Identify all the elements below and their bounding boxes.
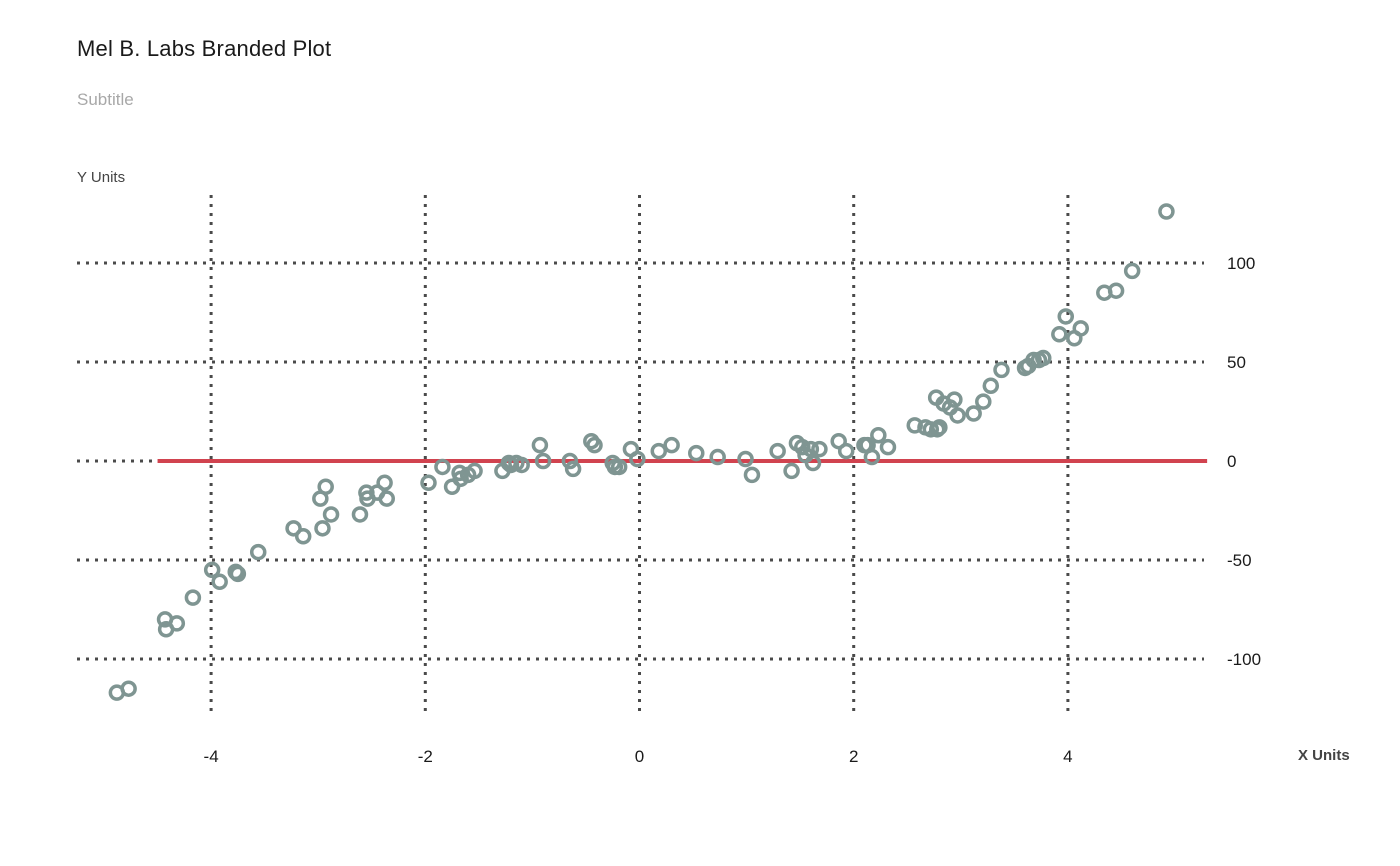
data-point [531,436,549,454]
data-point [376,474,393,492]
data-point [466,462,483,480]
data-point [975,393,992,410]
data-point [378,490,395,507]
data-point [434,458,451,476]
data-point [709,448,726,466]
data-point [783,462,800,480]
data-point [737,450,754,468]
data-point [743,466,761,484]
y-tick-label: 0 [1227,452,1236,471]
data-point [804,454,822,472]
data-point [906,417,923,434]
data-point [663,436,680,454]
y-tick-label: -100 [1227,650,1261,669]
y-tick-label: -50 [1227,551,1252,570]
data-point [922,421,940,438]
data-point [931,419,948,436]
data-point [317,478,334,495]
y-tick-label: 100 [1227,254,1255,273]
x-tick-label: -2 [418,747,433,766]
data-point [1072,320,1090,337]
data-point [1035,349,1052,367]
data-point [863,448,881,466]
data-point [650,442,668,460]
data-point [982,377,1000,395]
x-tick-label: 0 [635,747,644,766]
data-point [811,440,828,458]
y-axis-label: Y Units [77,169,126,186]
data-point [837,442,855,460]
data-point [1025,351,1042,369]
data-point [586,436,603,454]
chart-title: Mel B. Labs Branded Plot [77,36,332,61]
x-tick-labels: -4 -2 0 2 4 [204,747,1073,766]
data-point [322,506,340,523]
data-point [870,427,887,444]
data-point [769,442,786,460]
data-point [513,456,530,474]
data-point [946,391,963,408]
data-point [879,438,897,456]
x-tick-label: 4 [1063,747,1072,766]
data-point [794,438,811,456]
data-point [184,589,202,606]
y-tick-labels: -100 -50 0 50 100 [1227,254,1261,669]
data-point [534,452,552,470]
data-point [211,573,228,591]
data-point [351,506,369,523]
data-point [1057,308,1075,325]
data-point [1051,326,1068,343]
data-point [168,615,186,632]
data-point [561,452,579,470]
y-tick-label: 50 [1227,353,1246,372]
x-tick-label: -4 [204,747,219,766]
data-point [1158,203,1175,220]
points-layer [108,203,1175,701]
x-axis-label: X Units [1298,747,1350,764]
data-point [294,527,312,545]
x-tick-label: 2 [849,747,858,766]
data-point [203,561,221,579]
data-point [688,444,705,462]
data-point [229,565,247,583]
data-point [420,474,437,492]
data-point [629,450,646,468]
data-point [120,680,137,697]
data-point [285,520,302,537]
data-point [965,405,982,422]
data-point [610,458,628,476]
chart-subtitle: Subtitle [77,90,134,109]
data-point [949,407,966,424]
data-point [249,543,267,561]
data-point [564,460,582,478]
data-point [1123,262,1141,280]
data-point [1107,282,1125,299]
data-point [993,361,1010,379]
data-point [314,520,331,537]
